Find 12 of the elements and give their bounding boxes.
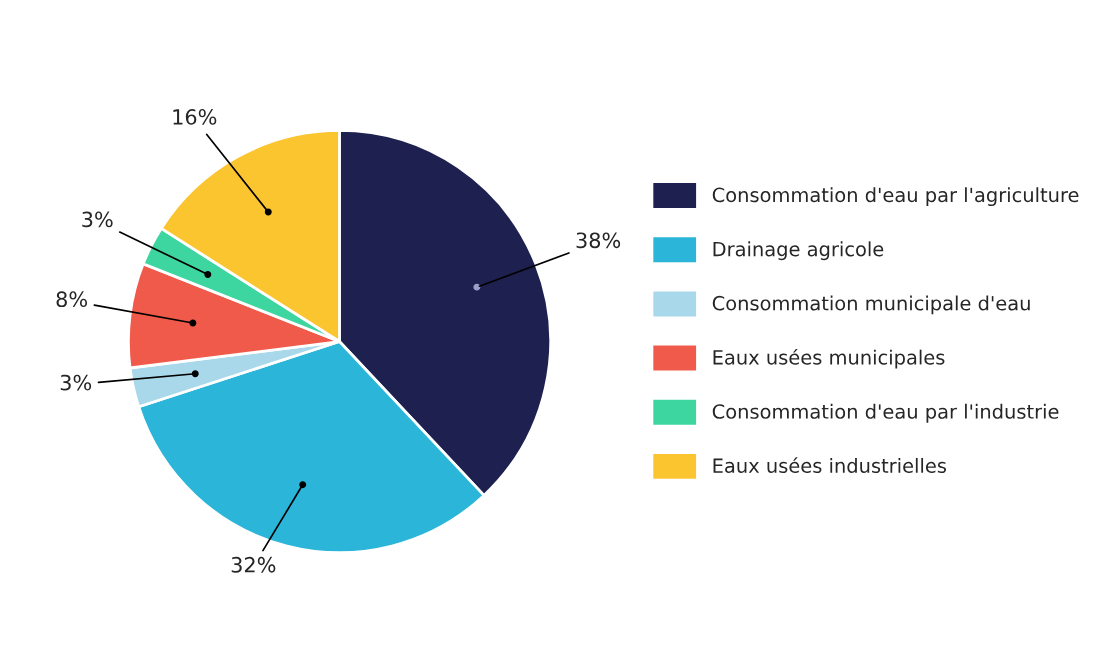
legend-label: Eaux usées municipales	[713, 348, 945, 369]
data-label: 32%	[231, 556, 276, 573]
data-label: 8%	[56, 291, 88, 308]
legend-label: Consommation d'eau par l'agriculture	[712, 187, 1079, 207]
legend-label: Eaux usées industrielles	[713, 457, 947, 474]
legend-label: Drainage agricole	[713, 241, 884, 261]
legend-label: Consommation d'eau par l'industrie	[712, 403, 1059, 423]
data-label: 16%	[173, 109, 217, 125]
data-label: 3%	[82, 211, 113, 228]
legend-label: Consommation municipale d'eau	[712, 295, 1030, 315]
data-label: 3%	[60, 374, 92, 391]
data-label: 38%	[576, 232, 621, 249]
